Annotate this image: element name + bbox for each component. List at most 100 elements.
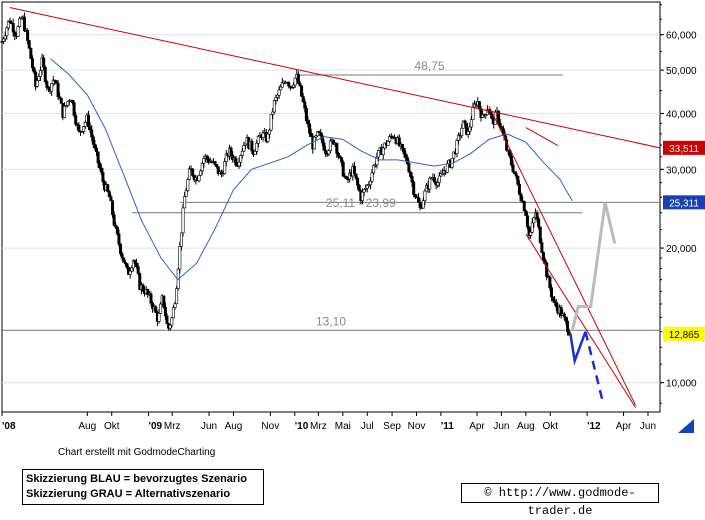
candle-body xyxy=(522,201,526,212)
candle-body xyxy=(439,173,443,177)
x-tick-label: Mrz xyxy=(310,421,327,432)
x-tick-label: Apr xyxy=(616,421,632,432)
y-tick-label: 40,000 xyxy=(666,109,697,120)
candle-body xyxy=(56,82,60,98)
x-tick-label: Okt xyxy=(104,421,120,432)
candle-body xyxy=(460,127,464,136)
candle-body xyxy=(407,163,411,173)
candle-body xyxy=(93,144,97,149)
candle-body xyxy=(90,129,94,138)
chart-credit: Chart erstellt mit GodmodeCharting xyxy=(58,447,216,458)
candle-body xyxy=(115,226,119,235)
candle-body xyxy=(436,182,440,186)
candle-body xyxy=(517,184,521,195)
candle-body xyxy=(412,181,416,195)
candle-body xyxy=(277,89,281,96)
candle-body xyxy=(141,284,145,292)
candle-body xyxy=(223,161,227,175)
candle-body xyxy=(292,84,296,88)
candle-body xyxy=(551,296,555,301)
candle-body xyxy=(423,190,427,202)
candle-body xyxy=(498,122,502,128)
candle-body xyxy=(322,142,326,151)
candle-body xyxy=(72,102,76,116)
candle-body xyxy=(181,207,185,234)
candle-body xyxy=(135,262,139,267)
candle-body xyxy=(538,226,542,244)
candle-body xyxy=(175,288,179,305)
candle-body xyxy=(540,242,544,253)
y-tick-label: 10,000 xyxy=(666,379,697,390)
candle-body xyxy=(324,149,328,154)
x-tick-label: '10 xyxy=(295,421,309,432)
candle-body xyxy=(516,175,520,185)
candle-body xyxy=(200,163,204,172)
price-badge-label: 12,865 xyxy=(669,330,700,341)
candle-body xyxy=(328,140,332,151)
candle-body xyxy=(250,140,254,152)
x-tick-label: Jul xyxy=(361,421,374,432)
candle-body xyxy=(29,47,33,59)
candle-body xyxy=(519,193,523,202)
candle-body xyxy=(304,107,308,121)
candle-body xyxy=(237,161,241,167)
candle-body xyxy=(400,144,404,149)
candle-body xyxy=(497,110,501,124)
x-tick-label: Jun xyxy=(640,421,656,432)
price-badge xyxy=(663,195,705,210)
candle-body xyxy=(288,85,292,88)
x-tick-label: Nov xyxy=(408,421,426,432)
candle-body xyxy=(303,101,307,109)
candle-body xyxy=(410,176,414,183)
candle-body xyxy=(6,20,10,29)
candle-body xyxy=(184,190,188,197)
candle-body xyxy=(564,316,568,322)
candle-body xyxy=(287,82,291,87)
candle-body xyxy=(344,176,348,179)
candle-body xyxy=(178,246,182,270)
candle-body xyxy=(95,147,99,153)
candle-body xyxy=(352,166,356,175)
x-tick-label: Jun xyxy=(201,421,217,432)
candle-body xyxy=(42,57,46,68)
trend-line xyxy=(525,127,559,147)
candle-body xyxy=(417,197,421,203)
candle-body xyxy=(356,177,360,186)
candle-body xyxy=(215,164,219,167)
candle-body xyxy=(168,324,172,329)
candle-body xyxy=(59,97,63,104)
candle-body xyxy=(154,306,158,313)
candle-body xyxy=(466,131,470,135)
candle-body xyxy=(13,31,17,36)
candle-body xyxy=(565,320,569,333)
candle-body xyxy=(117,233,121,245)
copyright-link[interactable]: © http://www.godmode-trader.de xyxy=(461,483,659,518)
candle-body xyxy=(27,40,31,49)
candle-body xyxy=(437,175,441,183)
candle-body xyxy=(548,276,552,288)
candle-body xyxy=(138,273,142,290)
candle-body xyxy=(335,143,339,154)
candle-body xyxy=(187,168,191,180)
candle-body xyxy=(535,212,539,220)
blue-scenario-dashed xyxy=(584,331,605,404)
candle-body xyxy=(513,171,517,175)
candle-body xyxy=(354,173,358,179)
candle-body xyxy=(32,67,36,73)
candle-body xyxy=(372,165,376,174)
candle-body xyxy=(276,94,280,98)
candle-body xyxy=(271,111,275,115)
candle-body xyxy=(98,162,102,169)
candle-body xyxy=(216,166,220,174)
trend-line xyxy=(525,233,636,408)
moving-average-line xyxy=(50,58,573,281)
y-tick-label: 30,000 xyxy=(666,165,697,176)
candle-body xyxy=(45,81,49,88)
candle-body xyxy=(413,194,417,198)
candle-body xyxy=(50,83,54,92)
candle-body xyxy=(300,85,304,97)
candle-body xyxy=(336,153,340,157)
corner-triangle-icon xyxy=(678,419,694,433)
candle-body xyxy=(452,151,456,159)
trend-line xyxy=(9,7,661,149)
